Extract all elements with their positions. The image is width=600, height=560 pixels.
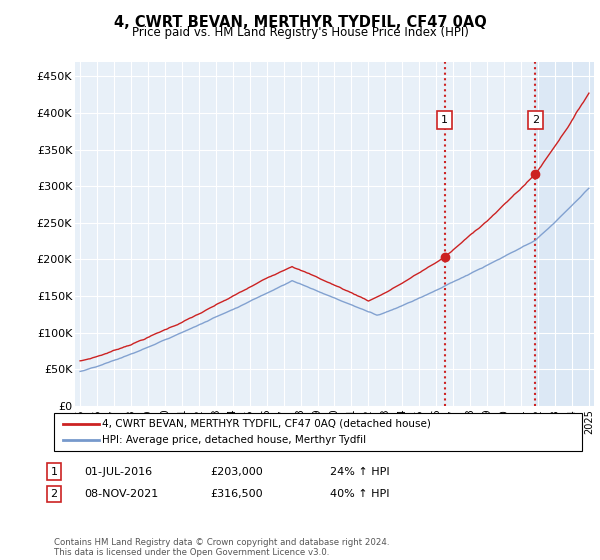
Text: £203,000: £203,000 <box>210 466 263 477</box>
Bar <box>535 62 598 406</box>
Text: Price paid vs. HM Land Registry's House Price Index (HPI): Price paid vs. HM Land Registry's House … <box>131 26 469 39</box>
Text: 4, CWRT BEVAN, MERTHYR TYDFIL, CF47 0AQ (detached house): 4, CWRT BEVAN, MERTHYR TYDFIL, CF47 0AQ … <box>102 419 431 429</box>
Text: 1: 1 <box>441 115 448 125</box>
Text: 24% ↑ HPI: 24% ↑ HPI <box>330 466 389 477</box>
Text: £316,500: £316,500 <box>210 489 263 499</box>
Text: 08-NOV-2021: 08-NOV-2021 <box>84 489 158 499</box>
Text: 2: 2 <box>532 115 539 125</box>
Text: HPI: Average price, detached house, Merthyr Tydfil: HPI: Average price, detached house, Mert… <box>102 435 366 445</box>
Text: 1: 1 <box>50 466 58 477</box>
Text: 40% ↑ HPI: 40% ↑ HPI <box>330 489 389 499</box>
Text: 2: 2 <box>50 489 58 499</box>
Text: 4, CWRT BEVAN, MERTHYR TYDFIL, CF47 0AQ: 4, CWRT BEVAN, MERTHYR TYDFIL, CF47 0AQ <box>113 15 487 30</box>
Text: Contains HM Land Registry data © Crown copyright and database right 2024.
This d: Contains HM Land Registry data © Crown c… <box>54 538 389 557</box>
Text: 01-JUL-2016: 01-JUL-2016 <box>84 466 152 477</box>
